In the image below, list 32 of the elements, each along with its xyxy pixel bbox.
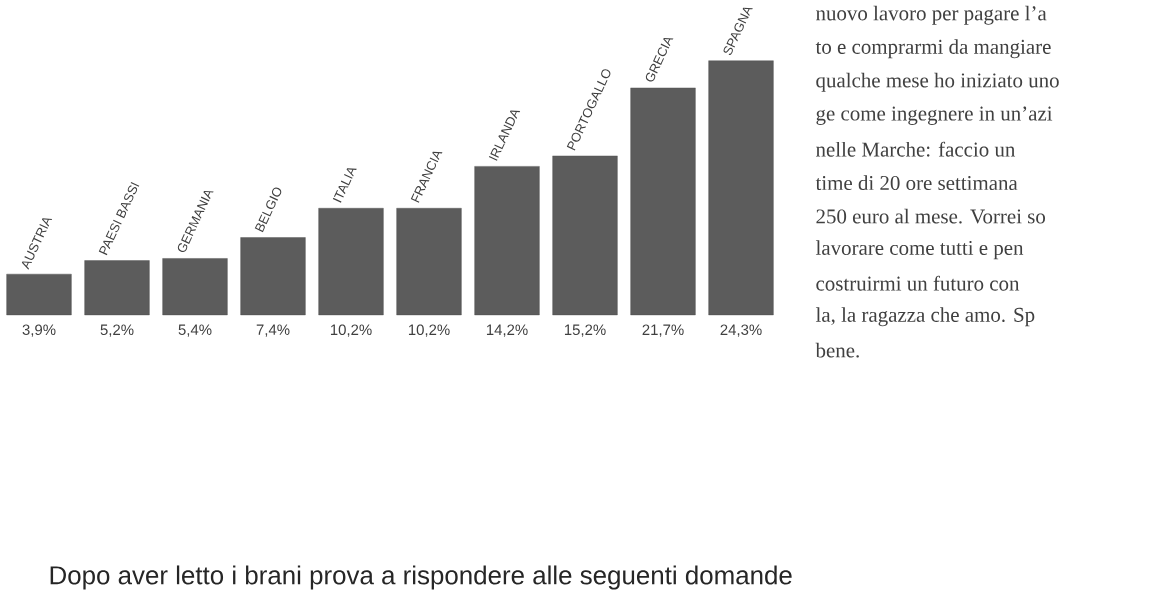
text: to e comprarmi da mangiare [815, 39, 1051, 59]
data-label: 10,2% [330, 324, 372, 337]
annotation: nelle Marche: faccio un [816, 141, 1016, 157]
annotation: costruirmi un futuro con [816, 275, 1020, 291]
annotation: ge come ingegnere in un’azi [816, 106, 1053, 125]
bar [318, 208, 384, 316]
data-label: 7,4% [256, 324, 290, 337]
text: nuovo lavoro per pagare l’a [816, 5, 1047, 25]
data-label: 5,4% [178, 324, 212, 337]
bar [630, 87, 696, 316]
bar [162, 258, 228, 316]
data-label: 21,7% [642, 324, 684, 337]
annotation: lavorare come tutti e pen [815, 240, 1024, 260]
bar [84, 260, 150, 316]
bar [708, 60, 774, 316]
data-label: 24,3% [720, 324, 762, 337]
annotation: la, la ragazza che amo. Sp [815, 307, 1035, 327]
bar [6, 274, 72, 316]
annotation: qualche mese ho iniziato uno [816, 72, 1059, 92]
data-label: 3,9% [22, 324, 56, 337]
data-label: 14,2% [486, 324, 528, 337]
bar [474, 166, 540, 316]
data-label: 15,2% [564, 324, 606, 337]
text: bene. [815, 342, 859, 358]
bar [240, 237, 306, 316]
text: Dopo aver letto i brani prova a rispondere alle seguenti domande [50, 565, 792, 590]
annotation: 250 euro al mese. Vorrei so [816, 208, 1046, 224]
data-label: 10,2% [408, 324, 450, 337]
bar [552, 155, 618, 316]
annotation: time di 20 ore settimana [815, 175, 1018, 191]
bar [396, 208, 462, 316]
data-label: 5,2% [100, 324, 134, 337]
